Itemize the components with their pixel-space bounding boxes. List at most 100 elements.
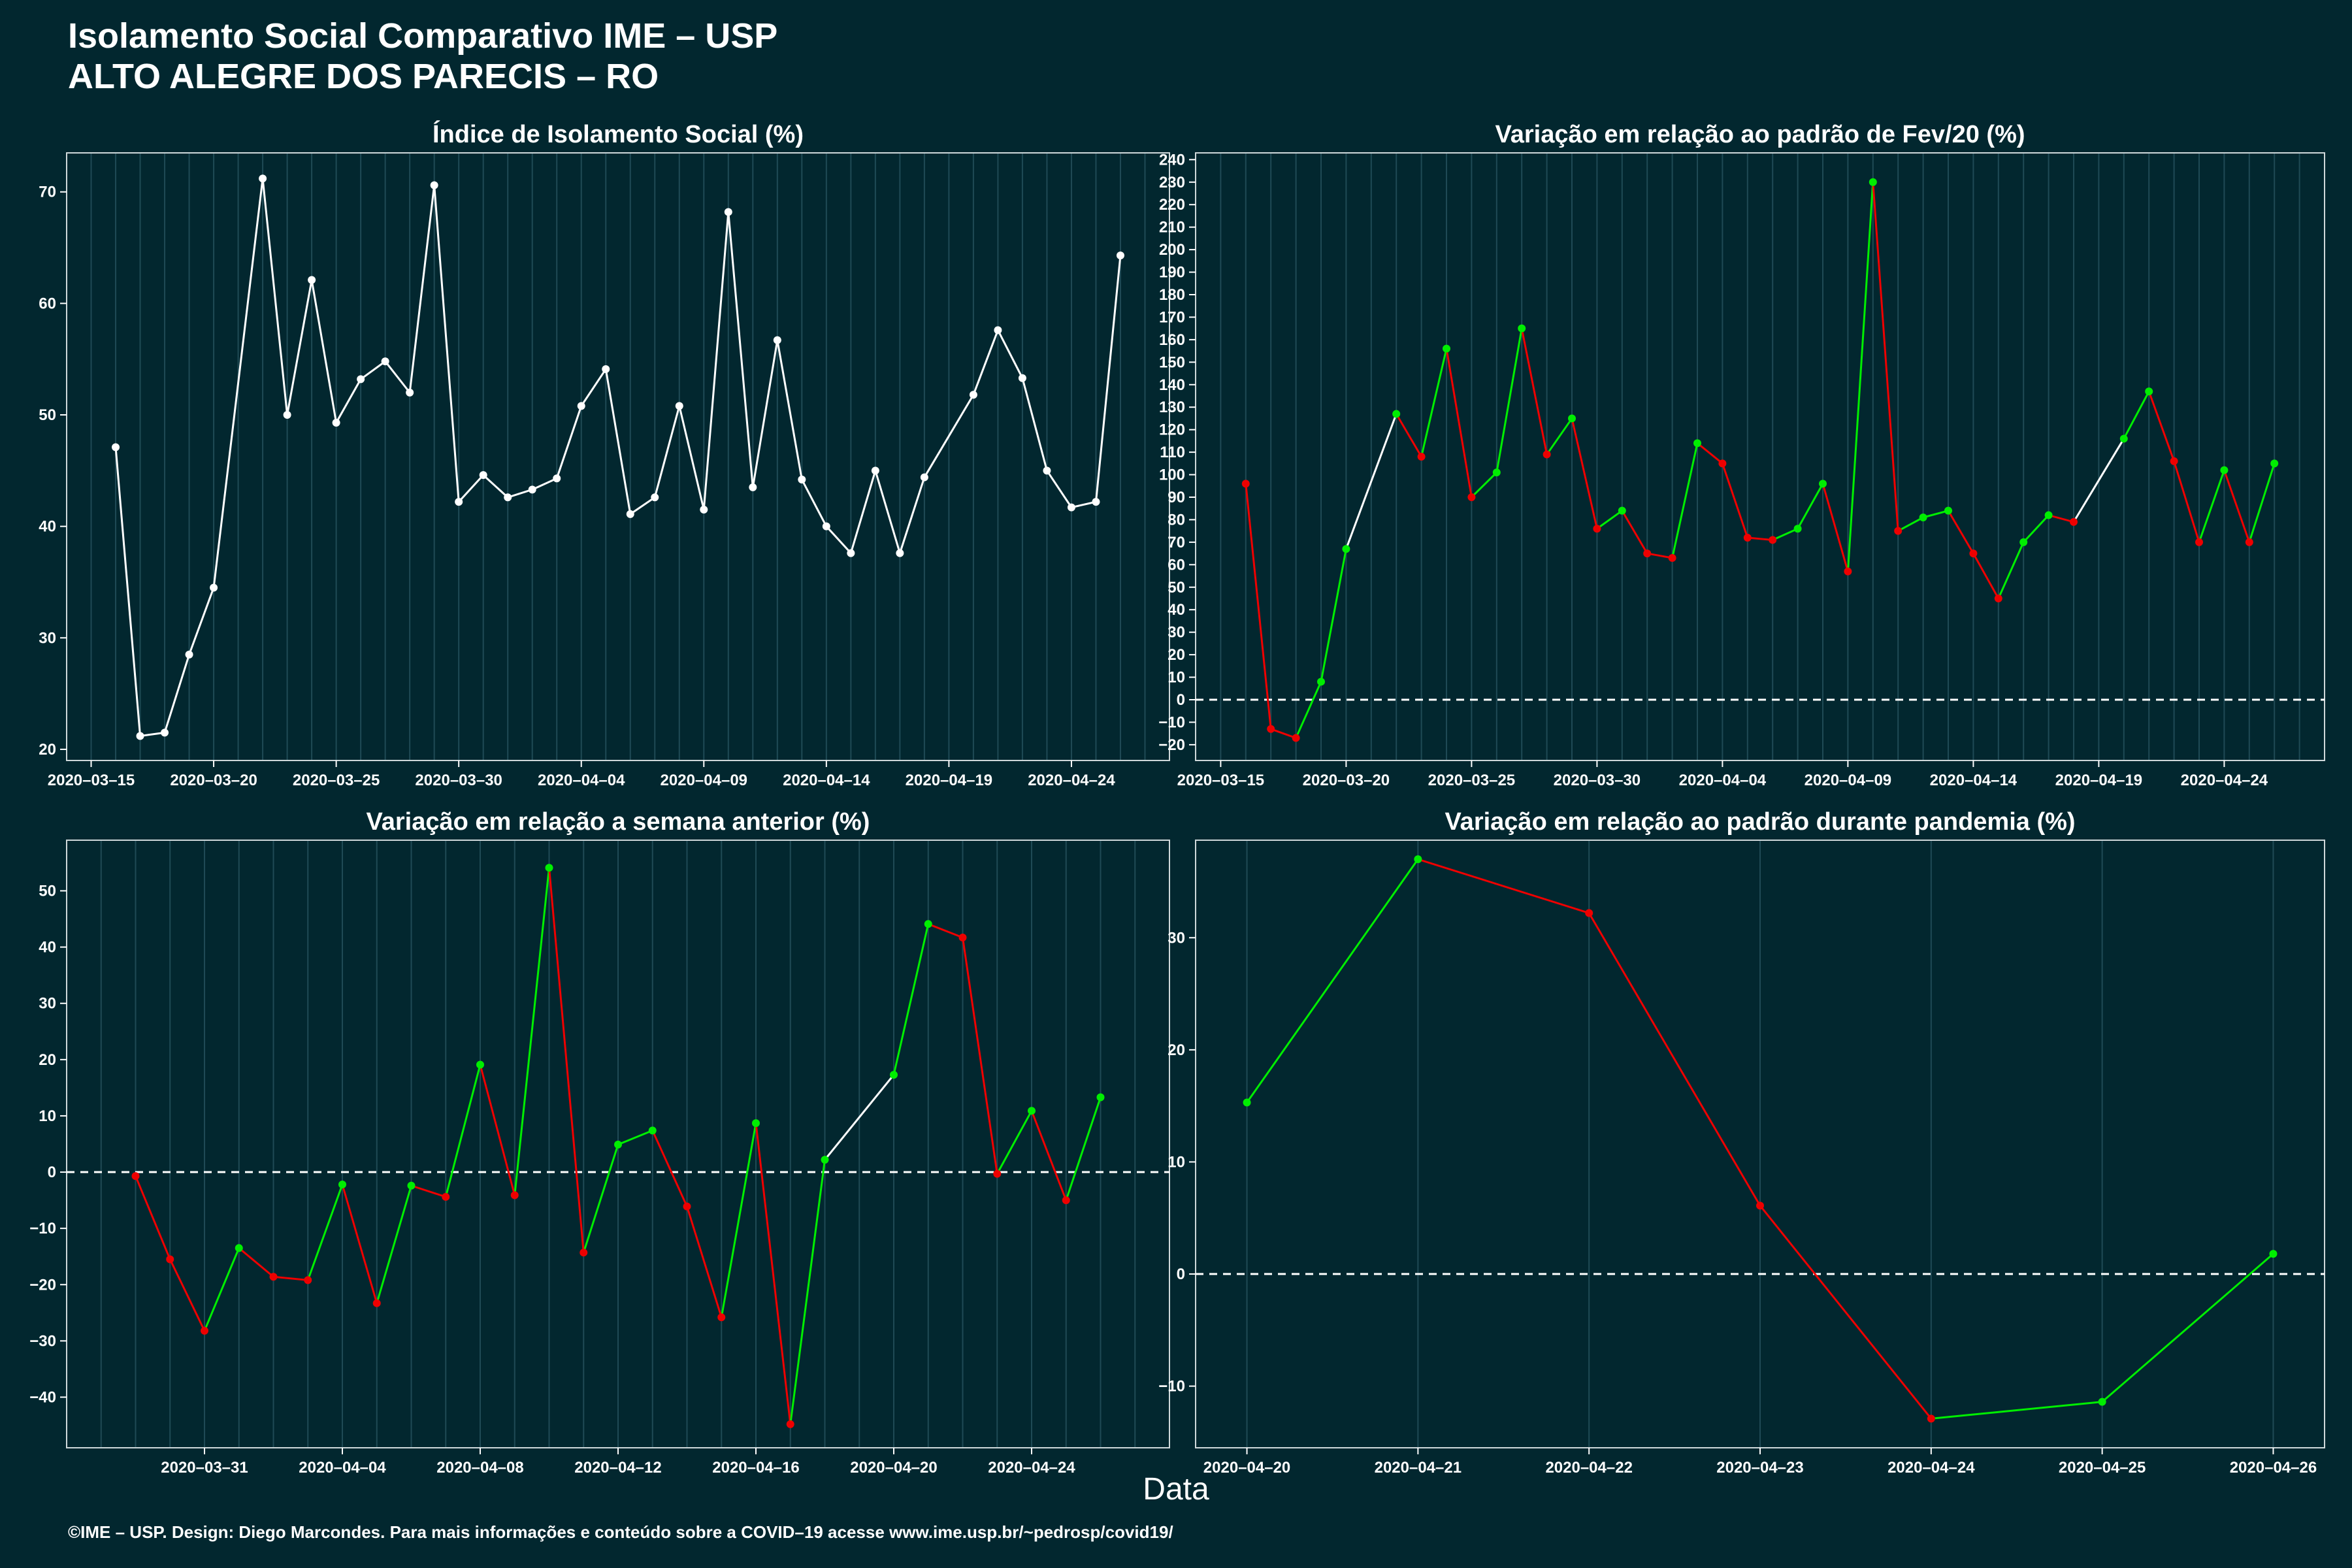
line-segment bbox=[928, 923, 964, 939]
data-point bbox=[2098, 1397, 2106, 1406]
data-point bbox=[545, 864, 553, 872]
data-point bbox=[993, 1169, 1002, 1178]
data-point bbox=[822, 522, 830, 531]
data-point bbox=[847, 549, 855, 557]
line-segment bbox=[482, 474, 509, 498]
data-point bbox=[2170, 457, 2178, 465]
line-segment bbox=[1094, 255, 1122, 502]
data-point bbox=[406, 388, 414, 397]
line-segment bbox=[1596, 510, 1623, 530]
x-tick-label: 2020–04–04 bbox=[1679, 772, 1767, 789]
y-tick-label: 60 bbox=[39, 295, 56, 312]
data-point bbox=[504, 493, 512, 502]
y-tick-label: 30 bbox=[1168, 624, 1185, 642]
line-segment bbox=[1721, 463, 1749, 538]
line-segment bbox=[686, 1206, 723, 1318]
data-point bbox=[2245, 538, 2253, 546]
x-tick-label: 2020–04–23 bbox=[1716, 1459, 1803, 1477]
line-segment bbox=[617, 1129, 653, 1146]
data-point bbox=[1342, 545, 1350, 553]
x-tick-label: 2020–03–30 bbox=[1554, 772, 1641, 789]
data-point bbox=[1096, 1093, 1105, 1102]
line-segment bbox=[1923, 510, 1949, 519]
series-points bbox=[1241, 178, 2279, 742]
y-tick-label: 70 bbox=[1168, 534, 1185, 551]
data-point bbox=[2195, 538, 2203, 546]
data-point bbox=[920, 473, 928, 482]
line-segment bbox=[1872, 182, 1899, 531]
line-segment bbox=[2023, 514, 2050, 543]
x-tick-label: 2020–04–26 bbox=[2230, 1459, 2317, 1477]
panel-title: Variação em relação ao padrão durante pa… bbox=[1445, 808, 2075, 836]
x-tick-label: 2020–04–24 bbox=[988, 1459, 1075, 1477]
line-segment bbox=[2048, 514, 2074, 523]
data-point bbox=[580, 1249, 588, 1257]
line-segment bbox=[1931, 1401, 2102, 1420]
plot-frame bbox=[66, 152, 1170, 761]
line-segment bbox=[1395, 413, 1422, 457]
x-tick-label: 2020–03–20 bbox=[1303, 772, 1390, 789]
line-segment bbox=[629, 497, 656, 515]
y-tick-label: 240 bbox=[1159, 151, 1185, 169]
line-segment bbox=[212, 178, 264, 588]
y-tick-label: 50 bbox=[39, 883, 56, 900]
plot-frame bbox=[1195, 152, 2325, 761]
data-point bbox=[773, 336, 781, 344]
line-segment bbox=[801, 479, 828, 527]
x-tick-label: 2020–04–14 bbox=[1930, 772, 2017, 789]
data-point bbox=[1067, 503, 1075, 512]
line-segment bbox=[310, 280, 338, 423]
data-point bbox=[357, 375, 365, 384]
data-point bbox=[749, 483, 757, 491]
data-point bbox=[1944, 506, 1952, 515]
data-point bbox=[1492, 468, 1501, 477]
line-segment bbox=[360, 360, 386, 380]
x-tick-label: 2020–04–12 bbox=[574, 1459, 661, 1477]
data-point bbox=[1241, 480, 1250, 488]
x-tick-label: 2020–04–22 bbox=[1545, 1459, 1632, 1477]
data-point bbox=[269, 1273, 278, 1281]
line-segment bbox=[1245, 483, 1272, 729]
line-segment bbox=[1046, 470, 1073, 508]
line-segment bbox=[1345, 414, 1397, 549]
data-point bbox=[700, 506, 708, 514]
line-segment bbox=[2123, 391, 2150, 440]
line-segment bbox=[580, 368, 607, 407]
data-point bbox=[1894, 527, 1903, 535]
line-segment bbox=[384, 361, 411, 393]
x-tick-label: 2020–03–25 bbox=[293, 772, 380, 789]
data-point bbox=[1062, 1196, 1070, 1205]
panel-title: Índice de Isolamento Social (%) bbox=[433, 120, 804, 148]
data-point bbox=[235, 1244, 243, 1252]
line-segment bbox=[238, 1247, 274, 1278]
data-point bbox=[528, 485, 536, 494]
x-tick-label: 2020–04–08 bbox=[436, 1459, 523, 1477]
x-tick-label: 2020–03–20 bbox=[170, 772, 257, 789]
data-point bbox=[381, 357, 389, 366]
panel-2: Variação em relação ao padrão de Fev/20 … bbox=[1158, 121, 2325, 789]
line-segment bbox=[341, 1184, 378, 1304]
data-point bbox=[1443, 344, 1450, 353]
data-point bbox=[1317, 678, 1325, 686]
data-point bbox=[1994, 595, 2002, 602]
data-point bbox=[1756, 1201, 1764, 1210]
line-segment bbox=[408, 185, 436, 393]
y-tick-label: 0 bbox=[1177, 1266, 1185, 1283]
data-point bbox=[1018, 374, 1026, 382]
series-points bbox=[1243, 855, 2278, 1423]
line-segment bbox=[1270, 728, 1297, 739]
data-point bbox=[1819, 480, 1827, 488]
data-point bbox=[577, 402, 585, 410]
data-point bbox=[2270, 459, 2279, 468]
data-point bbox=[2070, 517, 2078, 526]
line-segment bbox=[996, 1110, 1033, 1175]
line-segment bbox=[824, 1074, 895, 1161]
data-point bbox=[1414, 855, 1422, 864]
data-point bbox=[430, 181, 438, 189]
x-tick-label: 2020–04–09 bbox=[661, 772, 747, 789]
panel-1: Índice de Isolamento Social (%) 20 30 40 50 6… bbox=[39, 120, 1170, 789]
panel-title: Variação em relação ao padrão de Fev/20 … bbox=[1495, 121, 2025, 148]
line-segment bbox=[1021, 378, 1048, 471]
line-segment bbox=[411, 1184, 446, 1198]
data-point bbox=[871, 466, 879, 475]
